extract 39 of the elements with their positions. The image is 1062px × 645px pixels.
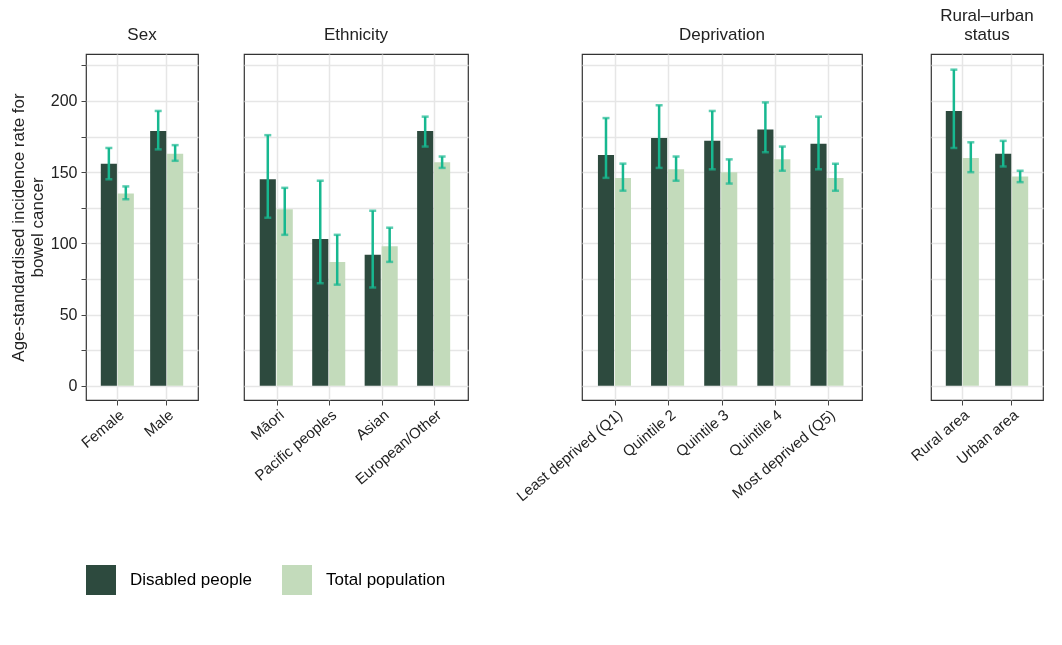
bar <box>100 163 117 386</box>
y-tick-label: 0 <box>68 377 78 395</box>
chart-title: Deprivation <box>679 25 765 44</box>
bar <box>704 140 721 386</box>
bar <box>668 169 685 386</box>
bar <box>312 239 329 386</box>
bar <box>167 153 184 386</box>
bar <box>995 153 1012 386</box>
y-tick-label: 50 <box>59 306 78 324</box>
bar <box>757 129 774 386</box>
bar <box>417 130 434 386</box>
bar <box>1012 176 1029 386</box>
bar <box>117 193 134 386</box>
chart-title: Rural–urban status <box>940 6 1034 44</box>
bar <box>810 143 827 386</box>
legend-label: Disabled people <box>130 570 252 589</box>
y-tick-label: 200 <box>50 92 78 110</box>
y-tick-label: 100 <box>50 234 78 252</box>
x-tick-label: Male <box>140 405 177 440</box>
bar <box>364 254 381 386</box>
bar <box>651 138 668 386</box>
bar <box>614 177 631 386</box>
chart-title: Ethnicity <box>323 25 389 44</box>
legend-label: Total population <box>326 570 446 589</box>
bar <box>150 130 167 386</box>
y-tick-label: 150 <box>50 163 78 181</box>
bar <box>434 162 451 386</box>
bar <box>945 110 962 386</box>
bar <box>259 179 276 386</box>
bar <box>329 261 346 386</box>
bar <box>774 159 791 386</box>
bar <box>381 246 398 386</box>
bar <box>597 155 615 386</box>
bar <box>962 157 979 386</box>
bar <box>827 177 844 386</box>
chart-title: Sex <box>127 25 158 44</box>
bar <box>276 209 293 386</box>
y-axis-title: Age-standardised incidence rate for bowel cancer <box>8 92 47 362</box>
bar <box>721 172 738 386</box>
